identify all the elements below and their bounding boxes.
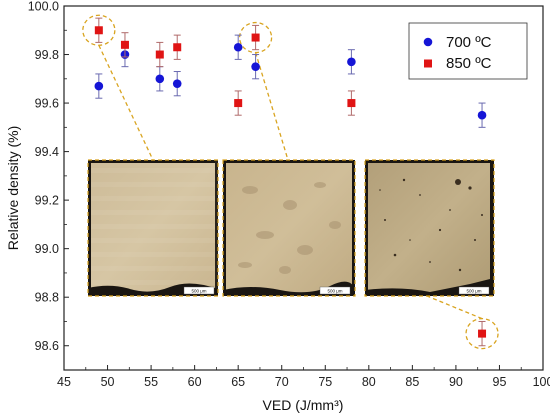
point-700 [477, 110, 487, 120]
x-tick-label: 45 [57, 375, 71, 389]
x-tick-label: 95 [493, 375, 507, 389]
micrograph-1: 500 μm [87, 159, 219, 297]
x-tick-label: 75 [318, 375, 332, 389]
legend-label-850: 850 ºC [446, 55, 492, 72]
scale-bar-box [319, 286, 351, 295]
legend-label-700: 700 ºC [446, 34, 492, 51]
point-700 [172, 79, 182, 88]
x-tick-label: 70 [275, 375, 289, 389]
x-tick-label: 80 [362, 375, 376, 389]
point-850 [94, 26, 103, 35]
x-tick-label: 65 [231, 375, 245, 389]
legend-marker-850 [424, 59, 432, 68]
scale-bar-box [458, 286, 490, 295]
x-tick-label: 50 [101, 375, 115, 389]
legend-marker-700 [423, 37, 433, 47]
y-tick-label: 99.6 [35, 97, 59, 111]
point-700 [233, 42, 243, 52]
x-tick-label: 55 [144, 375, 158, 389]
point-850 [234, 99, 243, 108]
x-tick-label: 90 [449, 375, 463, 389]
point-850 [478, 329, 487, 338]
point-850 [347, 99, 356, 108]
y-tick-label: 99.8 [35, 48, 59, 62]
y-tick-label: 99.4 [35, 145, 59, 159]
callout-line [426, 295, 483, 320]
axes: 45 50 55 60 65 70 75 80 85 90 95 100 98.6 98.8 99.0 99.… [28, 0, 550, 389]
point-700 [347, 57, 356, 67]
data-marks [94, 17, 487, 347]
callout-line [254, 52, 289, 161]
legend-box [408, 22, 528, 80]
scale-bar-label: 500 μm [327, 289, 342, 294]
micrograph-2: 500 μm [222, 159, 356, 297]
y-tick-label: 99.0 [35, 242, 59, 256]
x-axis-title: VED (J/mm³) [263, 397, 344, 413]
x-tick-label: 60 [188, 375, 202, 389]
x-tick-label: 85 [405, 375, 419, 389]
scale-bar-box [183, 286, 215, 295]
scale-bar-label: 500 μm [466, 289, 481, 294]
x-tick-label: 100 [533, 375, 550, 389]
y-axis-title: Relative density (%) [5, 126, 21, 251]
point-850 [251, 33, 260, 42]
callouts [82, 14, 499, 350]
callout-line [98, 44, 154, 161]
point-850 [120, 40, 129, 49]
y-tick-label: 100.0 [28, 0, 59, 14]
y-tick-label: 98.8 [35, 291, 59, 305]
scale-bar-label: 500 μm [191, 289, 206, 294]
point-850 [155, 50, 164, 59]
point-700 [251, 62, 260, 71]
micrograph-3: 500 μm [364, 159, 495, 297]
point-700 [94, 81, 104, 91]
y-tick-label: 98.6 [35, 339, 59, 353]
point-700 [155, 74, 165, 84]
y-tick-label: 99.2 [35, 194, 59, 208]
point-850 [173, 43, 182, 52]
legend: 700 ºC 850 ºC [408, 22, 528, 80]
